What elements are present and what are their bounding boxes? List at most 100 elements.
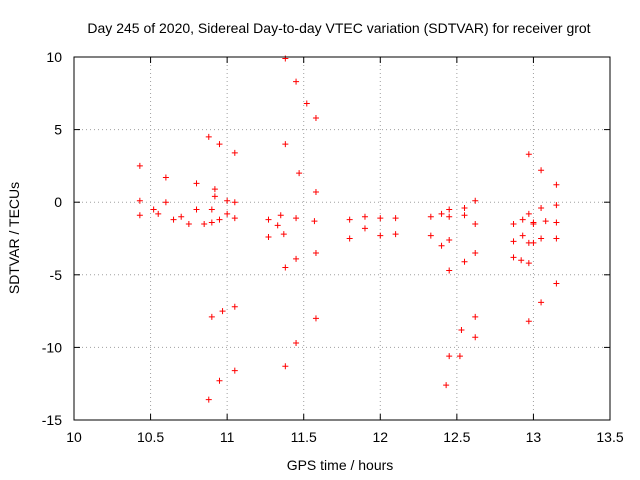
data-point <box>446 213 453 220</box>
data-point <box>525 260 532 267</box>
data-point <box>208 219 215 226</box>
data-point <box>510 238 517 245</box>
data-point <box>303 100 310 107</box>
data-point <box>553 219 560 226</box>
series-arc-12 <box>265 212 318 225</box>
data-point <box>525 239 532 246</box>
data-point <box>136 212 143 219</box>
data-point <box>293 255 300 262</box>
series-arc-9 <box>205 367 238 403</box>
data-point <box>155 210 162 217</box>
data-point <box>538 235 545 242</box>
y-axis-label: SDTVAR / TECUs <box>6 182 22 294</box>
data-point <box>312 250 319 257</box>
data-point <box>446 267 453 274</box>
series-arc-28 <box>525 202 560 217</box>
data-point <box>296 170 303 177</box>
y-tick-label: -10 <box>42 339 62 355</box>
series-arc-5 <box>205 133 238 156</box>
data-point <box>211 186 218 193</box>
series-arc-11 <box>282 141 319 196</box>
data-point <box>553 235 560 242</box>
data-point <box>446 236 453 243</box>
data-point <box>277 212 284 219</box>
data-point <box>219 308 226 315</box>
data-point <box>392 215 399 222</box>
data-point <box>461 205 468 212</box>
data-point <box>216 216 223 223</box>
data-point <box>458 326 465 333</box>
y-tick-label: 5 <box>54 122 62 138</box>
series-arc-21 <box>446 250 479 274</box>
data-point <box>472 334 479 341</box>
data-point <box>446 353 453 360</box>
data-point <box>231 199 238 206</box>
data-point <box>438 242 445 249</box>
series-arc-22 <box>446 313 479 360</box>
x-axis-label: GPS time / hours <box>287 457 394 473</box>
data-point <box>525 151 532 158</box>
x-tick-label: 12 <box>372 429 388 445</box>
data-point <box>293 215 300 222</box>
data-point <box>280 231 287 238</box>
series-arc-24 <box>510 216 537 227</box>
data-point <box>519 216 526 223</box>
y-tick-label: -15 <box>42 412 62 428</box>
data-point <box>193 206 200 213</box>
data-point <box>312 114 319 121</box>
series-arc-27 <box>525 151 560 188</box>
data-point <box>150 206 157 213</box>
data-point <box>170 216 177 223</box>
x-tick-label: 11.5 <box>291 429 317 445</box>
data-point <box>427 232 434 239</box>
data-point <box>136 162 143 169</box>
data-point <box>293 340 300 347</box>
series-arc-16 <box>346 213 399 223</box>
data-point <box>282 55 289 62</box>
data-point <box>510 254 517 261</box>
data-point <box>293 78 300 85</box>
data-point <box>216 377 223 384</box>
data-point <box>525 210 532 217</box>
data-point <box>216 141 223 148</box>
data-point <box>211 193 218 200</box>
x-tick-label: 10.5 <box>137 429 164 445</box>
series-arc-17 <box>346 225 399 242</box>
series-arc-31 <box>525 280 560 325</box>
data-point <box>361 225 368 232</box>
data-point <box>224 197 231 204</box>
series-arc-25 <box>510 232 537 246</box>
y-tick-label: 10 <box>46 49 62 65</box>
data-point <box>443 382 450 389</box>
x-tick-label: 13.5 <box>596 429 623 445</box>
series-arc-1 <box>136 162 218 193</box>
data-point <box>265 216 272 223</box>
data-point <box>377 215 384 222</box>
series-arc-20 <box>446 212 479 227</box>
series-arc-14 <box>282 250 319 271</box>
data-point <box>205 396 212 403</box>
data-point <box>346 216 353 223</box>
series-arc-29 <box>530 218 560 226</box>
series-arc-10 <box>282 55 319 121</box>
x-tick-label: 11 <box>220 429 235 445</box>
data-point <box>553 280 560 287</box>
data-point <box>231 367 238 374</box>
data-point <box>282 363 289 370</box>
data-point <box>518 257 525 264</box>
data-point <box>231 215 238 222</box>
chart-title: Day 245 of 2020, Sidereal Day-to-day VTE… <box>87 20 590 36</box>
data-point <box>377 232 384 239</box>
data-point <box>231 303 238 310</box>
data-point <box>231 149 238 156</box>
series-arc-26 <box>510 254 532 267</box>
data-point <box>265 234 272 241</box>
series-arc-7 <box>208 206 238 222</box>
data-point <box>224 210 231 217</box>
data-point <box>193 180 200 187</box>
data-point <box>201 220 208 227</box>
data-point <box>208 313 215 320</box>
data-point <box>205 133 212 140</box>
x-tick-label: 10 <box>66 429 82 445</box>
